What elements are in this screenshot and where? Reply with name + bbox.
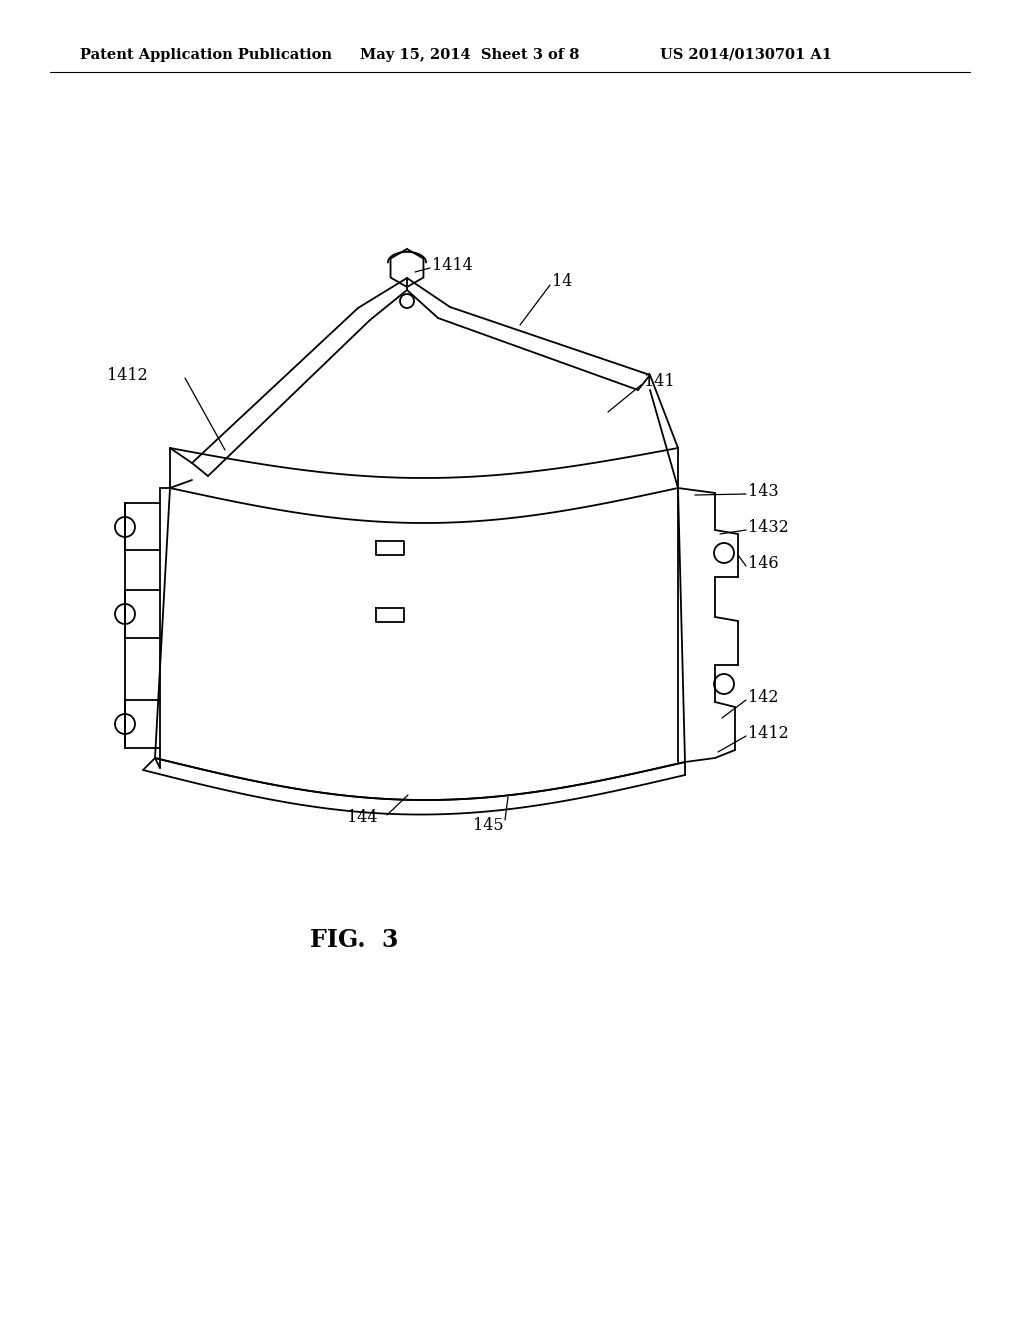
- Text: 146: 146: [748, 554, 778, 572]
- Text: 1414: 1414: [432, 256, 473, 273]
- Text: 1412: 1412: [108, 367, 148, 384]
- Text: FIG.  3: FIG. 3: [310, 928, 398, 952]
- Text: 1432: 1432: [748, 520, 788, 536]
- Text: May 15, 2014  Sheet 3 of 8: May 15, 2014 Sheet 3 of 8: [360, 48, 580, 62]
- Text: 144: 144: [347, 809, 377, 826]
- Text: US 2014/0130701 A1: US 2014/0130701 A1: [660, 48, 831, 62]
- Text: 14: 14: [552, 273, 572, 290]
- Text: 1412: 1412: [748, 726, 788, 742]
- Text: 143: 143: [748, 483, 778, 500]
- Text: Patent Application Publication: Patent Application Publication: [80, 48, 332, 62]
- Text: 142: 142: [748, 689, 778, 706]
- Text: 145: 145: [473, 817, 504, 833]
- Text: 141: 141: [644, 374, 675, 391]
